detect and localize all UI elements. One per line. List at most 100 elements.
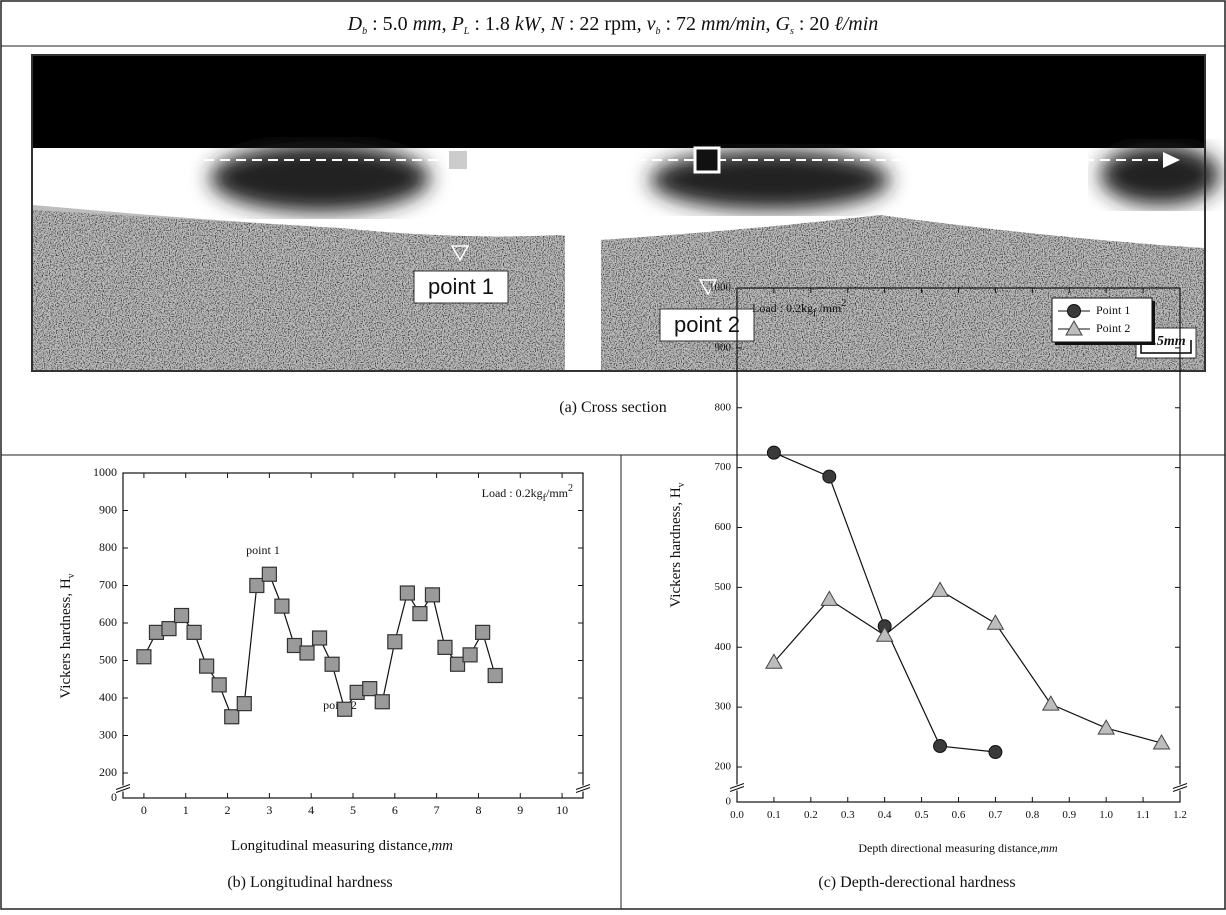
x-tick-label: 0.2 xyxy=(804,809,818,821)
x-tick-label: 3 xyxy=(266,803,272,817)
x-axis-label: Depth directional measuring distance,mm xyxy=(858,841,1058,855)
axis-break xyxy=(116,785,130,792)
marker xyxy=(161,621,177,637)
x-tick-label: 2 xyxy=(225,803,231,817)
marker xyxy=(199,658,215,674)
y-tick-label: 200 xyxy=(99,765,117,779)
marker xyxy=(933,739,948,754)
legend-label: Point 2 xyxy=(1096,321,1130,335)
x-tick-label: 6 xyxy=(392,803,398,817)
x-tick-label: 0.6 xyxy=(952,809,966,821)
y-tick-label: 600 xyxy=(715,521,732,533)
x-tick-label: 1.1 xyxy=(1136,809,1150,821)
marker xyxy=(261,566,277,582)
marker xyxy=(424,587,441,603)
axis-break xyxy=(729,786,745,792)
axis-break xyxy=(115,787,131,793)
x-tick-label: 0 xyxy=(141,803,147,817)
x-tick-label: 0.4 xyxy=(878,809,892,821)
axis-break xyxy=(575,787,591,793)
axis-break xyxy=(576,785,590,792)
marker xyxy=(820,590,839,606)
caption: (c) Depth-derectional hardness xyxy=(818,874,1015,891)
y-tick-label: 1000 xyxy=(93,465,117,479)
y-tick-label: 800 xyxy=(99,540,117,554)
header: Db : 5.0 mm, PL : 1.8 kW, N : 22 rpm, vb… xyxy=(347,13,879,37)
annotation: point 1 xyxy=(246,543,280,557)
y-axis-label: Vickers hardness, Hv xyxy=(58,573,77,698)
y-tick-label: 700 xyxy=(99,577,117,591)
legend-marker xyxy=(1065,319,1083,336)
marker xyxy=(148,624,165,640)
y-tick-label: 0 xyxy=(726,796,732,808)
y-tick-label: 300 xyxy=(715,701,732,713)
marker xyxy=(349,684,365,700)
y-axis-label: Vickers hardness, Hv xyxy=(668,482,687,607)
axis-break xyxy=(730,784,744,791)
marker xyxy=(475,624,491,640)
marker xyxy=(186,624,202,640)
marker xyxy=(462,647,478,663)
point-label: point 2 xyxy=(674,312,740,337)
legend-marker xyxy=(1067,304,1081,318)
y-tick-label: 400 xyxy=(715,641,732,653)
caption: (a) Cross section xyxy=(559,399,667,416)
x-tick-label: 10 xyxy=(556,803,568,817)
x-tick-label: 0.8 xyxy=(1025,809,1039,821)
y-tick-label: 700 xyxy=(715,461,732,473)
marker xyxy=(362,681,378,697)
y-tick-label: 600 xyxy=(99,615,117,629)
axis-break xyxy=(115,784,131,790)
marker xyxy=(437,639,453,655)
series-line xyxy=(773,589,1162,744)
load-note: Load : 0.2kgf /mm2 xyxy=(752,298,846,319)
axis-break xyxy=(1173,784,1187,791)
x-tick-label: 1.0 xyxy=(1099,809,1113,821)
marker xyxy=(173,607,190,624)
marker xyxy=(324,656,340,672)
x-tick-label: 8 xyxy=(475,803,481,817)
y-tick-label: 500 xyxy=(715,581,732,593)
x-tick-label: 0.0 xyxy=(730,809,744,821)
marker xyxy=(765,653,783,669)
load-note: Load : 0.2kgf/mm2 xyxy=(482,483,573,504)
marker xyxy=(412,606,428,622)
y-tick-label: 0 xyxy=(111,790,117,804)
marker xyxy=(822,469,837,484)
x-tick-label: 5 xyxy=(350,803,356,817)
y-tick-label: 400 xyxy=(99,690,117,704)
marker xyxy=(136,649,152,665)
y-tick-label: 500 xyxy=(99,652,117,666)
micrograph xyxy=(31,54,1220,372)
x-axis-label: Longitudinal measuring distance,mm xyxy=(231,838,453,854)
marker xyxy=(236,696,252,712)
axis-break xyxy=(1172,783,1188,789)
marker xyxy=(487,667,503,684)
x-tick-label: 9 xyxy=(517,803,523,817)
scale-bar-label: 0.5mm xyxy=(1146,334,1185,349)
marker xyxy=(374,694,390,710)
marker xyxy=(1097,719,1116,735)
axis-break xyxy=(729,783,745,789)
marker xyxy=(1152,734,1171,750)
x-tick-label: 0.9 xyxy=(1062,809,1076,821)
legend-label: Point 1 xyxy=(1096,303,1130,317)
y-tick-label: 200 xyxy=(715,761,732,773)
marker xyxy=(211,677,227,693)
x-tick-label: 1 xyxy=(183,803,189,817)
marker xyxy=(311,630,328,646)
axis-break xyxy=(1172,786,1188,792)
y-tick-label: 800 xyxy=(715,401,732,413)
marker xyxy=(1041,695,1060,711)
axis-break xyxy=(575,784,591,790)
marker xyxy=(249,577,265,594)
marker xyxy=(337,701,353,717)
marker xyxy=(286,637,303,654)
marker xyxy=(274,598,290,614)
marker xyxy=(931,581,949,597)
y-tick-label: 1000 xyxy=(709,282,732,294)
marker xyxy=(299,645,315,661)
marker xyxy=(387,634,403,650)
x-tick-label: 4 xyxy=(308,803,314,817)
